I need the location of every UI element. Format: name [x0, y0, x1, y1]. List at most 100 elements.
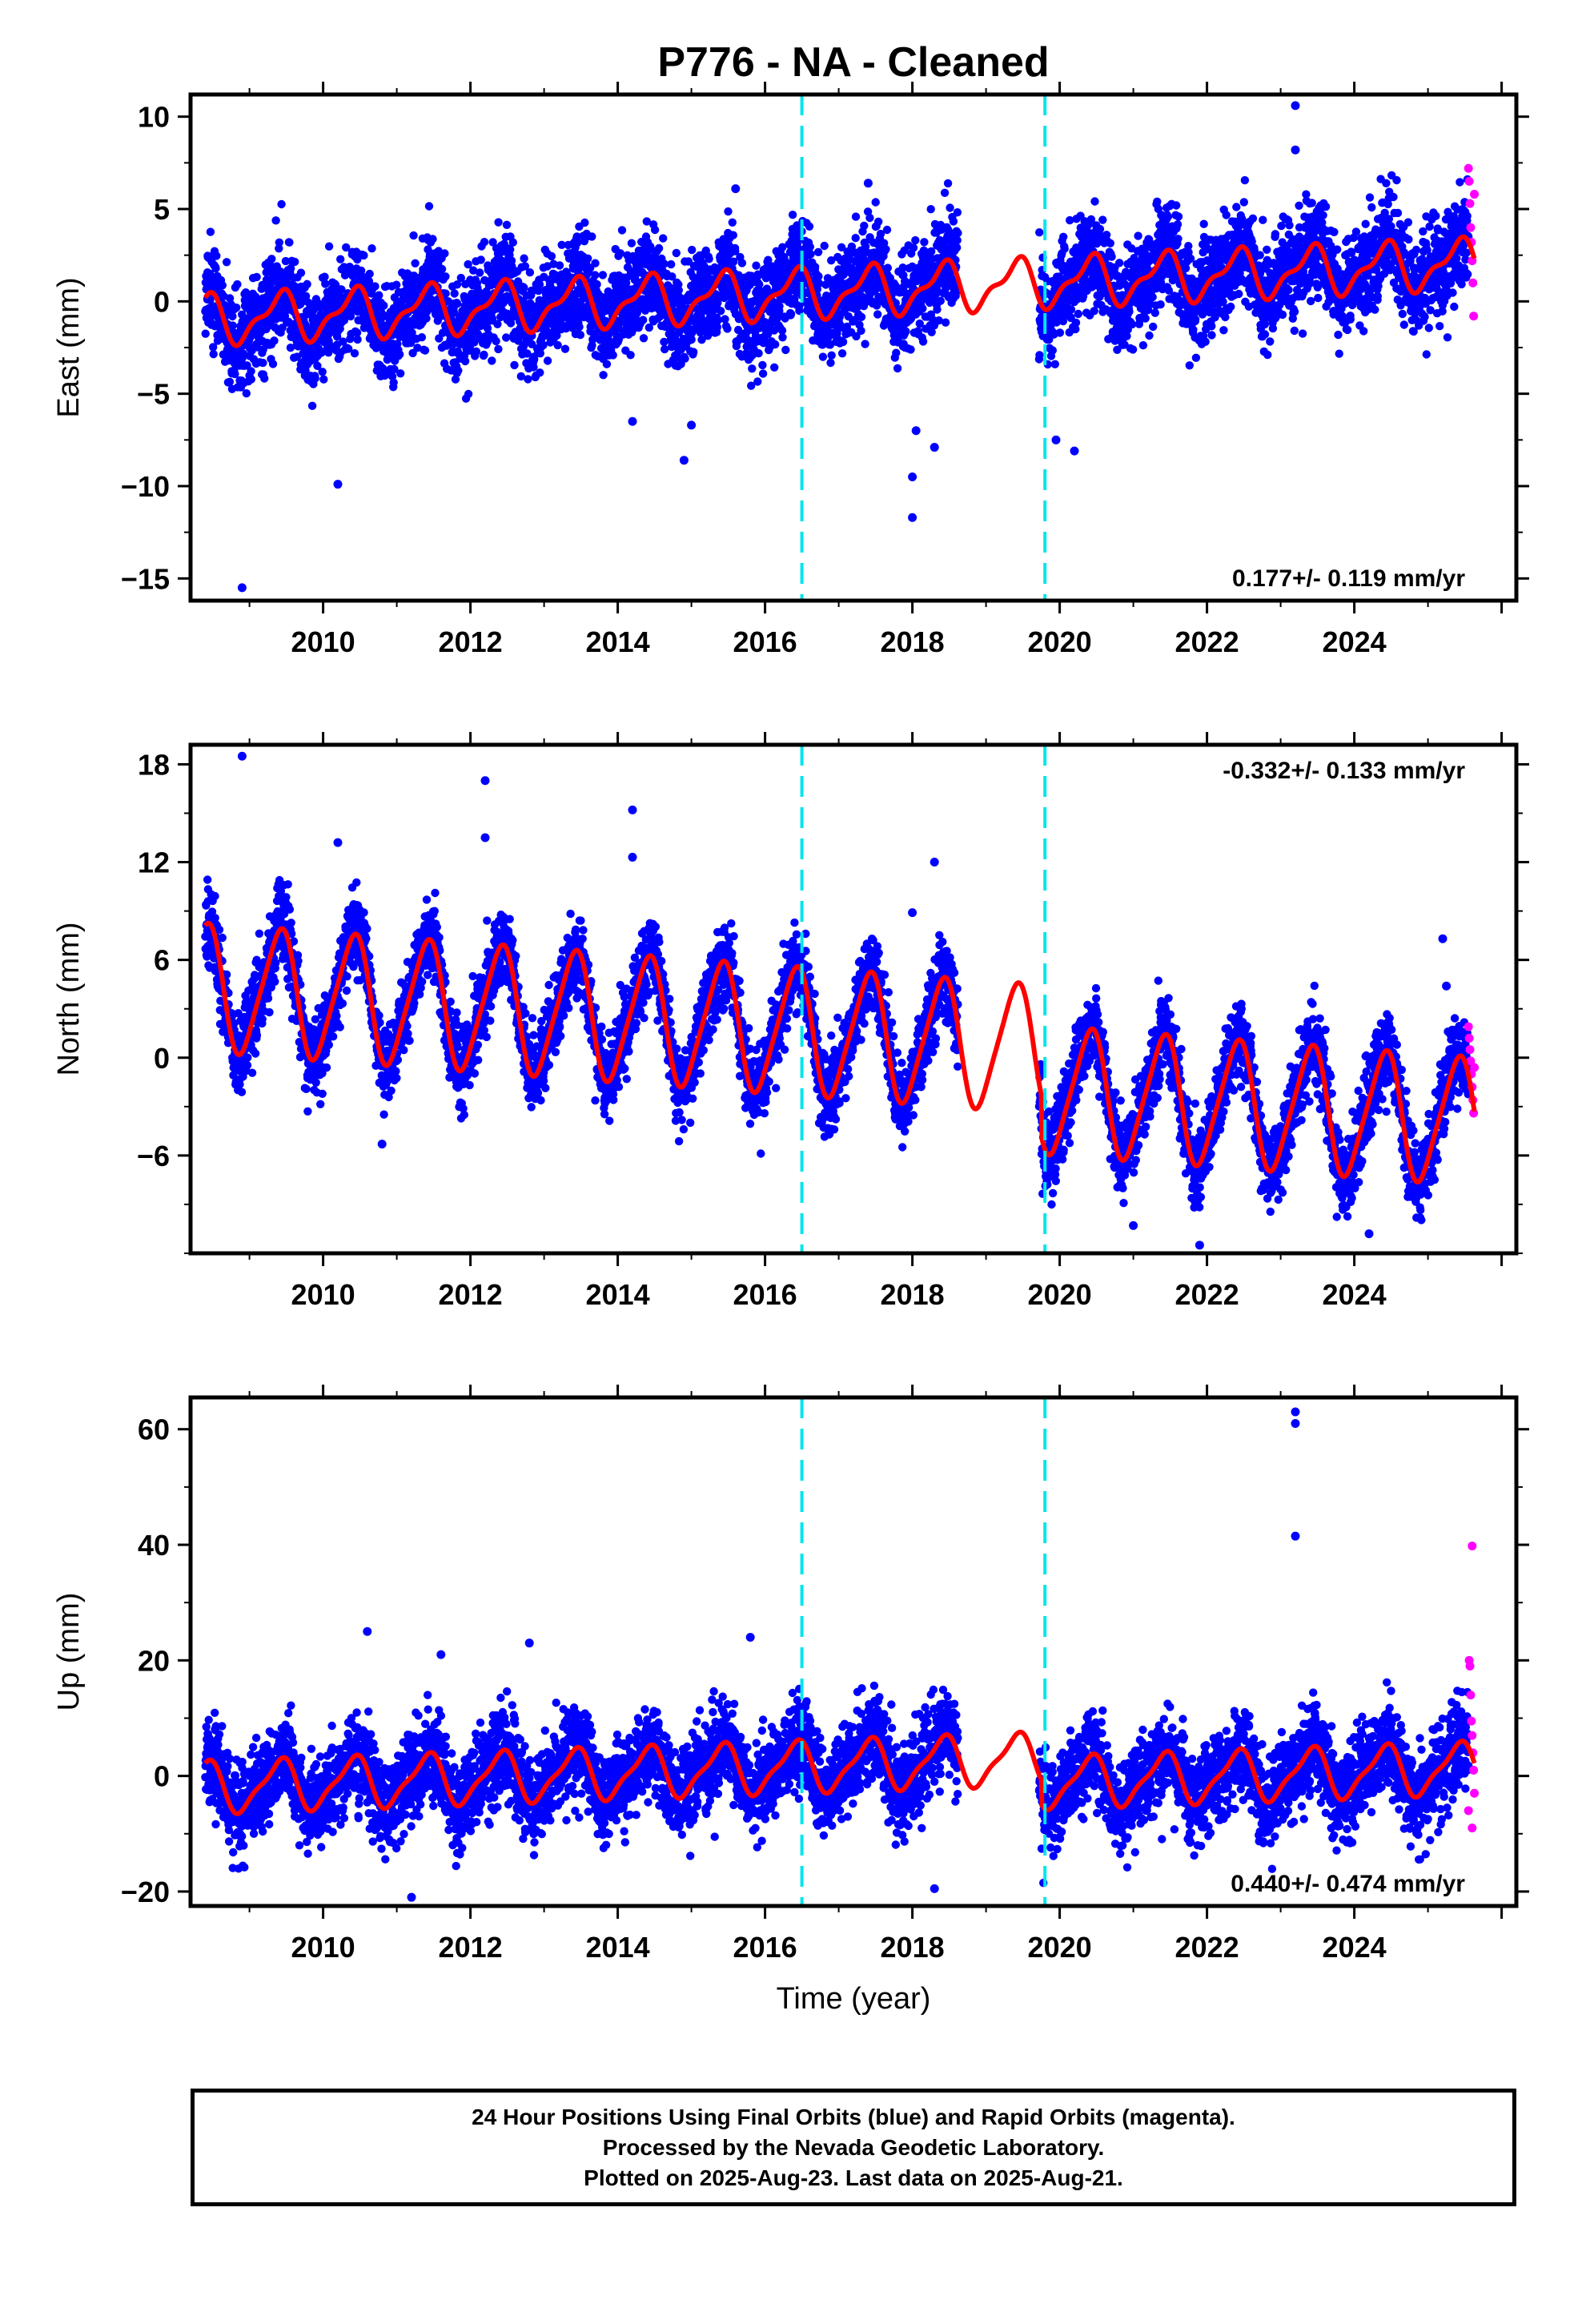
plot-frame — [188, 1395, 1519, 1908]
rapid-orbit-point — [1470, 190, 1480, 199]
x-tick-label: 2014 — [586, 1931, 650, 1964]
outlier-point — [628, 416, 637, 426]
x-tick-label: 2010 — [291, 625, 355, 658]
rapid-orbit-point — [1464, 1806, 1473, 1815]
y-tick-label: 0 — [154, 1760, 170, 1793]
x-tick-label: 2010 — [291, 1278, 355, 1311]
footer-caption: 24 Hour Positions Using Final Orbits (bl… — [191, 2089, 1516, 2206]
x-tick-label: 2016 — [733, 1931, 797, 1964]
outlier-point — [480, 833, 490, 842]
rapid-orbit-point — [1469, 1765, 1479, 1775]
panel-east: 10 5 0 −5 −10 −15 2010 2012 2014 2016 2018 2020 2022… — [52, 82, 1529, 658]
model-curve — [203, 1729, 1477, 1816]
outlier-point — [1291, 1407, 1300, 1417]
outlier-point — [480, 776, 490, 786]
y-axis-label: North (mm) — [52, 922, 86, 1076]
rapid-orbit-point — [1468, 1823, 1477, 1833]
panel-up: 60 40 20 0 −20 2010 2012 2014 2016 2018 2020 2022 20… — [52, 1385, 1529, 1964]
y-tick-label: −6 — [137, 1140, 170, 1172]
x-tick-label: 2024 — [1323, 1278, 1387, 1311]
y-tick-label: 6 — [154, 944, 170, 977]
x-axis-label: Time (year) — [777, 1982, 931, 2016]
y-tick-label: 40 — [138, 1529, 170, 1562]
outlier-point — [524, 1638, 534, 1648]
rapid-orbit-point — [1465, 1662, 1475, 1671]
y-tick-label: −5 — [137, 378, 170, 411]
y-tick-label: 18 — [138, 748, 170, 781]
outlier-point — [333, 480, 343, 489]
outlier-point — [687, 420, 697, 430]
plot-frame — [188, 742, 1519, 1256]
x-tick-label: 2010 — [291, 1931, 355, 1964]
rapid-orbit-point — [1464, 176, 1474, 186]
outlier-point — [1438, 934, 1447, 943]
final-orbit-points — [201, 875, 1473, 1224]
y-tick-label: 60 — [138, 1413, 170, 1446]
x-tick-label: 2024 — [1323, 1931, 1387, 1964]
rapid-orbit-point — [1470, 1788, 1480, 1798]
rate-label: 0.177+/- 0.119 mm/yr — [1232, 565, 1465, 592]
rapid-orbit-point — [1464, 163, 1473, 173]
outlier-point — [930, 858, 939, 867]
x-tick-label: 2020 — [1028, 1278, 1092, 1311]
rapid-orbit-point — [1464, 1022, 1473, 1031]
outlier-point — [1291, 1531, 1300, 1541]
footer-line-3: Plotted on 2025-Aug-23. Last data on 202… — [584, 2165, 1123, 2190]
rapid-orbit-point — [1470, 1063, 1480, 1072]
x-tick-label: 2012 — [439, 1931, 503, 1964]
outlier-point — [407, 1892, 416, 1902]
rapid-orbit-point — [1468, 278, 1478, 287]
rate-label: -0.332+/- 0.133 mm/yr — [1223, 758, 1465, 784]
outlier-point — [1070, 446, 1079, 456]
x-tick-label: 2024 — [1323, 625, 1387, 658]
outlier-point — [1129, 1220, 1138, 1230]
outlier-point — [237, 583, 247, 593]
x-tick-label: 2016 — [733, 1278, 797, 1311]
rapid-orbit-point — [1464, 1033, 1474, 1043]
y-tick-label: −15 — [121, 562, 170, 595]
outlier-point — [679, 456, 689, 465]
x-tick-label: 2022 — [1175, 1931, 1239, 1964]
y-tick-label: 10 — [138, 101, 170, 134]
model-curve — [203, 234, 1477, 348]
x-tick-label: 2022 — [1175, 625, 1239, 658]
outlier-point — [1291, 101, 1300, 111]
outlier-point — [1051, 435, 1061, 444]
y-axis-label: Up (mm) — [52, 1593, 86, 1711]
outlier-point — [930, 443, 939, 452]
outlier-point — [1291, 145, 1300, 155]
x-tick-label: 2012 — [439, 625, 503, 658]
x-tick-label: 2020 — [1028, 1931, 1092, 1964]
outlier-point — [930, 1884, 939, 1893]
outlier-point — [1442, 981, 1452, 991]
x-tick-label: 2016 — [733, 625, 797, 658]
outlier-point — [863, 179, 873, 188]
panel-north: 18 12 6 0 −6 2010 2012 2014 2016 2018 2020 2022 2024… — [52, 732, 1529, 1311]
x-tick-label: 2014 — [586, 625, 650, 658]
y-tick-label: 5 — [154, 193, 170, 226]
outlier-point — [1195, 1240, 1204, 1250]
y-axis-label: East (mm) — [52, 277, 86, 417]
y-tick-label: 0 — [154, 1042, 170, 1075]
x-tick-label: 2014 — [586, 1278, 650, 1311]
rate-label: 0.440+/- 0.474 mm/yr — [1231, 1871, 1465, 1897]
outlier-point — [363, 1626, 372, 1636]
plot-area — [201, 94, 1480, 601]
outlier-point — [908, 513, 917, 522]
rapid-orbit-point — [1468, 1731, 1477, 1740]
rapid-orbit-point — [1467, 1716, 1476, 1726]
x-tick-label: 2020 — [1028, 625, 1092, 658]
y-tick-label: −20 — [121, 1876, 170, 1908]
x-tick-label: 2018 — [881, 1278, 945, 1311]
x-tick-label: 2022 — [1175, 1278, 1239, 1311]
y-tick-label: 0 — [154, 285, 170, 318]
chart-title: P776 - NA - Cleaned — [657, 39, 1049, 86]
rapid-orbit-point — [1468, 1541, 1477, 1550]
rapid-orbit-point — [1465, 199, 1475, 208]
outlier-point — [333, 838, 343, 847]
y-tick-label: 12 — [138, 846, 170, 879]
outlier-point — [745, 1632, 755, 1642]
final-orbit-points — [201, 171, 1473, 411]
x-tick-label: 2018 — [881, 1931, 945, 1964]
